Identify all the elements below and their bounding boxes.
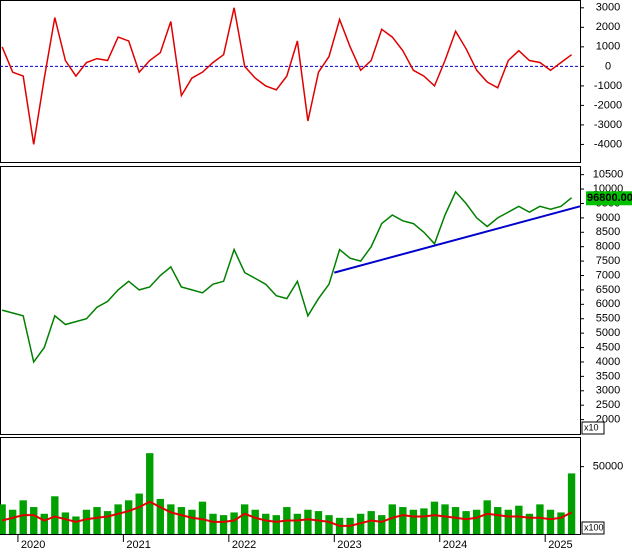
y-tick-label: 0 [605, 60, 611, 72]
volume-bar [515, 505, 523, 534]
volume-bar [557, 512, 565, 534]
volume-bar [483, 500, 491, 534]
y-tick-label: -3000 [594, 119, 622, 131]
volume-bar [525, 513, 534, 534]
volume-bar [420, 508, 428, 534]
panel-frame [0, 166, 581, 435]
volume-bar [388, 504, 396, 534]
volume-bar [378, 515, 386, 534]
multiplier-label: x10 [584, 422, 599, 432]
y-tick-label: 1000 [596, 41, 620, 53]
x-tick-label: 2025 [548, 539, 572, 551]
trendline [334, 205, 581, 274]
volume-bar [209, 513, 217, 534]
volume-bar [536, 504, 544, 534]
volume-bar [262, 513, 270, 534]
y-tick-label: 4000 [596, 356, 620, 368]
y-tick-label: 3000 [596, 2, 620, 14]
y-tick-label: 2000 [596, 21, 620, 33]
volume-bar [293, 513, 302, 534]
volume-bar [30, 507, 38, 534]
volume-bar [40, 513, 48, 534]
volume-bar [82, 509, 91, 534]
y-tick-label: 10500 [593, 169, 624, 181]
x-tick-label: 2020 [21, 539, 45, 551]
volume-bar [51, 496, 59, 534]
y-tick-label: 2500 [596, 399, 620, 411]
volume-bar [441, 504, 449, 534]
volume-bar [240, 504, 249, 534]
volume-bar [124, 500, 133, 534]
volume-bar [325, 515, 333, 534]
volume-bar [93, 507, 101, 534]
volume-bar [272, 515, 280, 534]
y-tick-label: 6500 [596, 284, 620, 296]
panel-frame [0, 437, 581, 535]
y-tick-label: 9000 [596, 212, 620, 224]
volume-bar [546, 509, 555, 534]
volume-bar [61, 512, 70, 534]
volume-bar [504, 509, 512, 534]
volume-bar [135, 493, 143, 534]
last-value-box [586, 191, 632, 206]
volume-bar [230, 512, 238, 534]
volume-bar [156, 498, 164, 534]
volume-bar [0, 504, 6, 534]
panel-frame [0, 0, 581, 163]
y-tick-label: 8000 [596, 241, 620, 253]
y-tick-label: 5500 [596, 313, 620, 325]
last-value-label: 96800.00 [587, 192, 632, 204]
volume-bar [314, 511, 323, 534]
volume-bar [567, 473, 576, 534]
volume-bar [494, 507, 502, 534]
volume-bar [399, 507, 407, 534]
y-tick-label: 3000 [596, 385, 620, 397]
y-tick-label: -1000 [594, 80, 622, 92]
y-tick-label: 3500 [596, 370, 620, 382]
y-tick-label: 5000 [596, 327, 620, 339]
y-tick-label: 50000 [593, 461, 624, 473]
volume-bar [103, 511, 112, 534]
volume-bar [430, 501, 439, 534]
price-line [1, 190, 573, 364]
x-tick-label: 2021 [126, 539, 150, 551]
y-tick-label: -2000 [594, 99, 622, 111]
volume-bar [367, 511, 375, 534]
y-tick-label: -4000 [594, 138, 622, 150]
volume-bar [472, 509, 481, 534]
y-tick-label: 4500 [596, 341, 620, 353]
x-tick-label: 2024 [443, 539, 467, 551]
volume-bar [8, 509, 17, 534]
x-tick-label: 2022 [232, 539, 256, 551]
volume-bar [251, 509, 259, 534]
volume-bar [304, 509, 312, 534]
volume-bar [462, 511, 470, 534]
volume-bar [114, 504, 122, 534]
volume-bar [451, 507, 460, 534]
y-tick-label: 6000 [596, 298, 620, 310]
y-tick-label: 8500 [596, 226, 620, 238]
volume-bar [409, 509, 418, 534]
volume-bar [188, 509, 196, 534]
volume-bar [19, 500, 27, 534]
volume-bar [198, 501, 207, 534]
multiplier-label: x100 [584, 522, 604, 532]
volume-bar [219, 515, 228, 534]
volume-bar [146, 453, 154, 534]
volume-bar [177, 507, 186, 534]
y-tick-label: 7000 [596, 269, 620, 281]
price-line [1, 7, 573, 145]
moving-average [1, 500, 573, 527]
volume-bar [167, 504, 175, 534]
volume-bar [72, 516, 80, 534]
y-tick-label: 7500 [596, 255, 620, 267]
x-tick-label: 2023 [337, 539, 361, 551]
multiplier-box [581, 421, 605, 435]
multiplier-box [581, 521, 605, 535]
